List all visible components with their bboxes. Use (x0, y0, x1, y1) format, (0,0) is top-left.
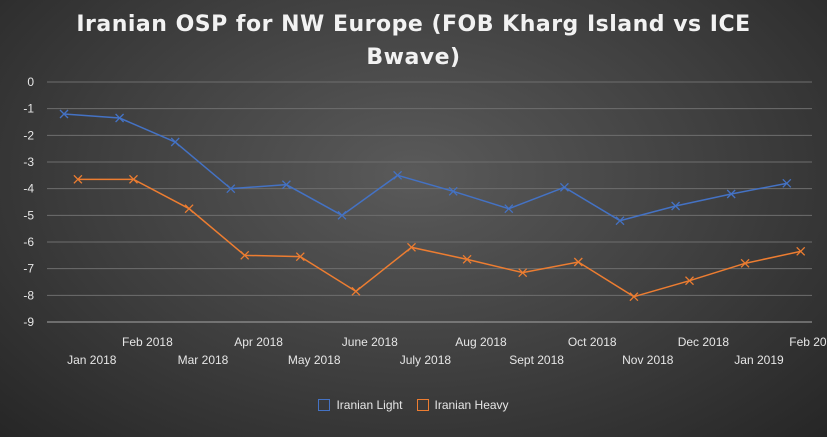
legend-item: Iranian Heavy (416, 398, 509, 412)
y-tick-label: -5 (23, 208, 34, 222)
x-tick-label: Nov 2018 (622, 353, 674, 367)
legend-item: Iranian Light (318, 398, 403, 412)
chart-title-line-2: Bwave) (366, 45, 461, 70)
x-tick-label: Mar 2018 (178, 353, 229, 367)
y-tick-label: -2 (23, 128, 34, 142)
y-tick-label: -7 (23, 262, 34, 276)
x-tick-label: May 2018 (288, 353, 341, 367)
data-point (559, 182, 569, 192)
data-point (226, 184, 236, 194)
data-point (115, 113, 125, 123)
data-point (170, 137, 180, 147)
data-point (573, 257, 583, 267)
data-point (685, 276, 694, 286)
series-line-1 (77, 178, 801, 298)
data-point (740, 258, 750, 268)
legend: Iranian Light Iranian Heavy (0, 398, 827, 412)
data-point (629, 292, 639, 302)
x-tick-label: Jan 2018 (67, 353, 117, 367)
data-point (518, 268, 528, 278)
y-tick-label: -8 (23, 288, 34, 302)
y-tick-label: -3 (23, 155, 34, 169)
data-point (73, 174, 83, 184)
data-point (726, 189, 736, 199)
series-line-0 (63, 113, 787, 222)
data-point (448, 186, 458, 196)
x-tick-label: Dec 2018 (678, 335, 730, 349)
y-tick-label: 0 (27, 75, 34, 89)
y-tick-label: -1 (23, 102, 34, 116)
data-point (504, 204, 514, 214)
y-tick-label: -4 (23, 182, 34, 196)
legend-swatch (416, 399, 429, 411)
legend-label: Iranian Heavy (434, 398, 509, 412)
data-point (240, 250, 250, 260)
data-point (671, 201, 681, 211)
x-tick-label: Feb 2018 (122, 335, 173, 349)
chart-title-line-1: Iranian OSP for NW Europe (FOB Kharg Isl… (76, 12, 751, 37)
data-point (59, 109, 69, 119)
legend-swatch (318, 399, 331, 411)
x-tick-label: Jan 2019 (734, 353, 784, 367)
x-tick-label: Sept 2018 (509, 353, 564, 367)
y-tick-label: -6 (23, 235, 34, 249)
data-point (281, 180, 291, 190)
y-tick-label: -9 (23, 315, 34, 329)
data-point (129, 174, 138, 184)
data-point (796, 246, 806, 256)
x-tick-label: July 2018 (400, 353, 452, 367)
data-point (393, 170, 403, 180)
data-point (407, 242, 416, 252)
data-point (782, 178, 792, 188)
x-tick-label: Aug 2018 (455, 335, 507, 349)
data-point (462, 254, 472, 264)
x-tick-label: June 2018 (342, 335, 398, 349)
data-point (337, 210, 347, 220)
x-tick-label: Oct 2018 (568, 335, 617, 349)
legend-label: Iranian Light (336, 398, 403, 412)
data-point (184, 204, 194, 214)
data-point (295, 252, 305, 262)
x-tick-label: Feb 2019 (789, 335, 827, 349)
data-point (615, 216, 625, 226)
data-point (351, 286, 361, 296)
chart-title: Iranian OSP for NW Europe (FOB Kharg Isl… (0, 8, 827, 74)
x-tick-label: Apr 2018 (234, 335, 283, 349)
